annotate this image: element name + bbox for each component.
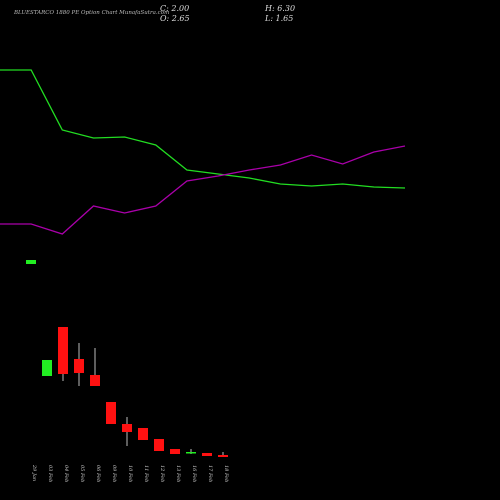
x-tick-label: 17 Feb <box>207 465 213 482</box>
candle-body <box>26 260 36 264</box>
x-tick-label: 05 Feb <box>79 465 85 482</box>
chart-title: BLUESTARCO 1880 PE Option Chart MunafaSu… <box>13 10 169 16</box>
x-tick-label: 03 Feb <box>47 465 53 482</box>
candle-body <box>202 453 212 456</box>
x-tick-label: 16 Feb <box>191 465 197 482</box>
high-stat: H: 6.30 <box>264 4 295 13</box>
low-stat: L: 1.65 <box>264 14 293 23</box>
candle-body <box>90 375 100 386</box>
line-series <box>0 69 406 189</box>
candle-body <box>106 402 116 424</box>
candle-body <box>186 452 196 454</box>
x-tick-label: 29 Jan <box>31 464 37 481</box>
candle-body <box>154 439 164 451</box>
x-tick-label: 12 Feb <box>159 465 165 482</box>
x-tick-label: 09 Feb <box>111 465 117 482</box>
candle-body <box>138 428 148 440</box>
x-tick-label: 13 Feb <box>175 465 181 482</box>
open-stat: O: 2.65 <box>160 14 190 23</box>
candle-body <box>122 424 132 432</box>
x-tick-label: 06 Feb <box>95 465 101 482</box>
x-tick-label: 04 Feb <box>63 465 69 482</box>
candle-body <box>42 360 52 376</box>
line-series <box>0 145 406 235</box>
candle-body <box>74 359 84 373</box>
x-tick-label: 18 Feb <box>223 465 229 482</box>
x-tick-label: 10 Feb <box>127 465 133 482</box>
candle-body <box>58 327 68 374</box>
candle-body <box>170 449 180 454</box>
x-tick-label: 11 Feb <box>143 465 149 482</box>
candle-body <box>218 455 228 457</box>
close-stat: C: 2.00 <box>160 4 189 13</box>
